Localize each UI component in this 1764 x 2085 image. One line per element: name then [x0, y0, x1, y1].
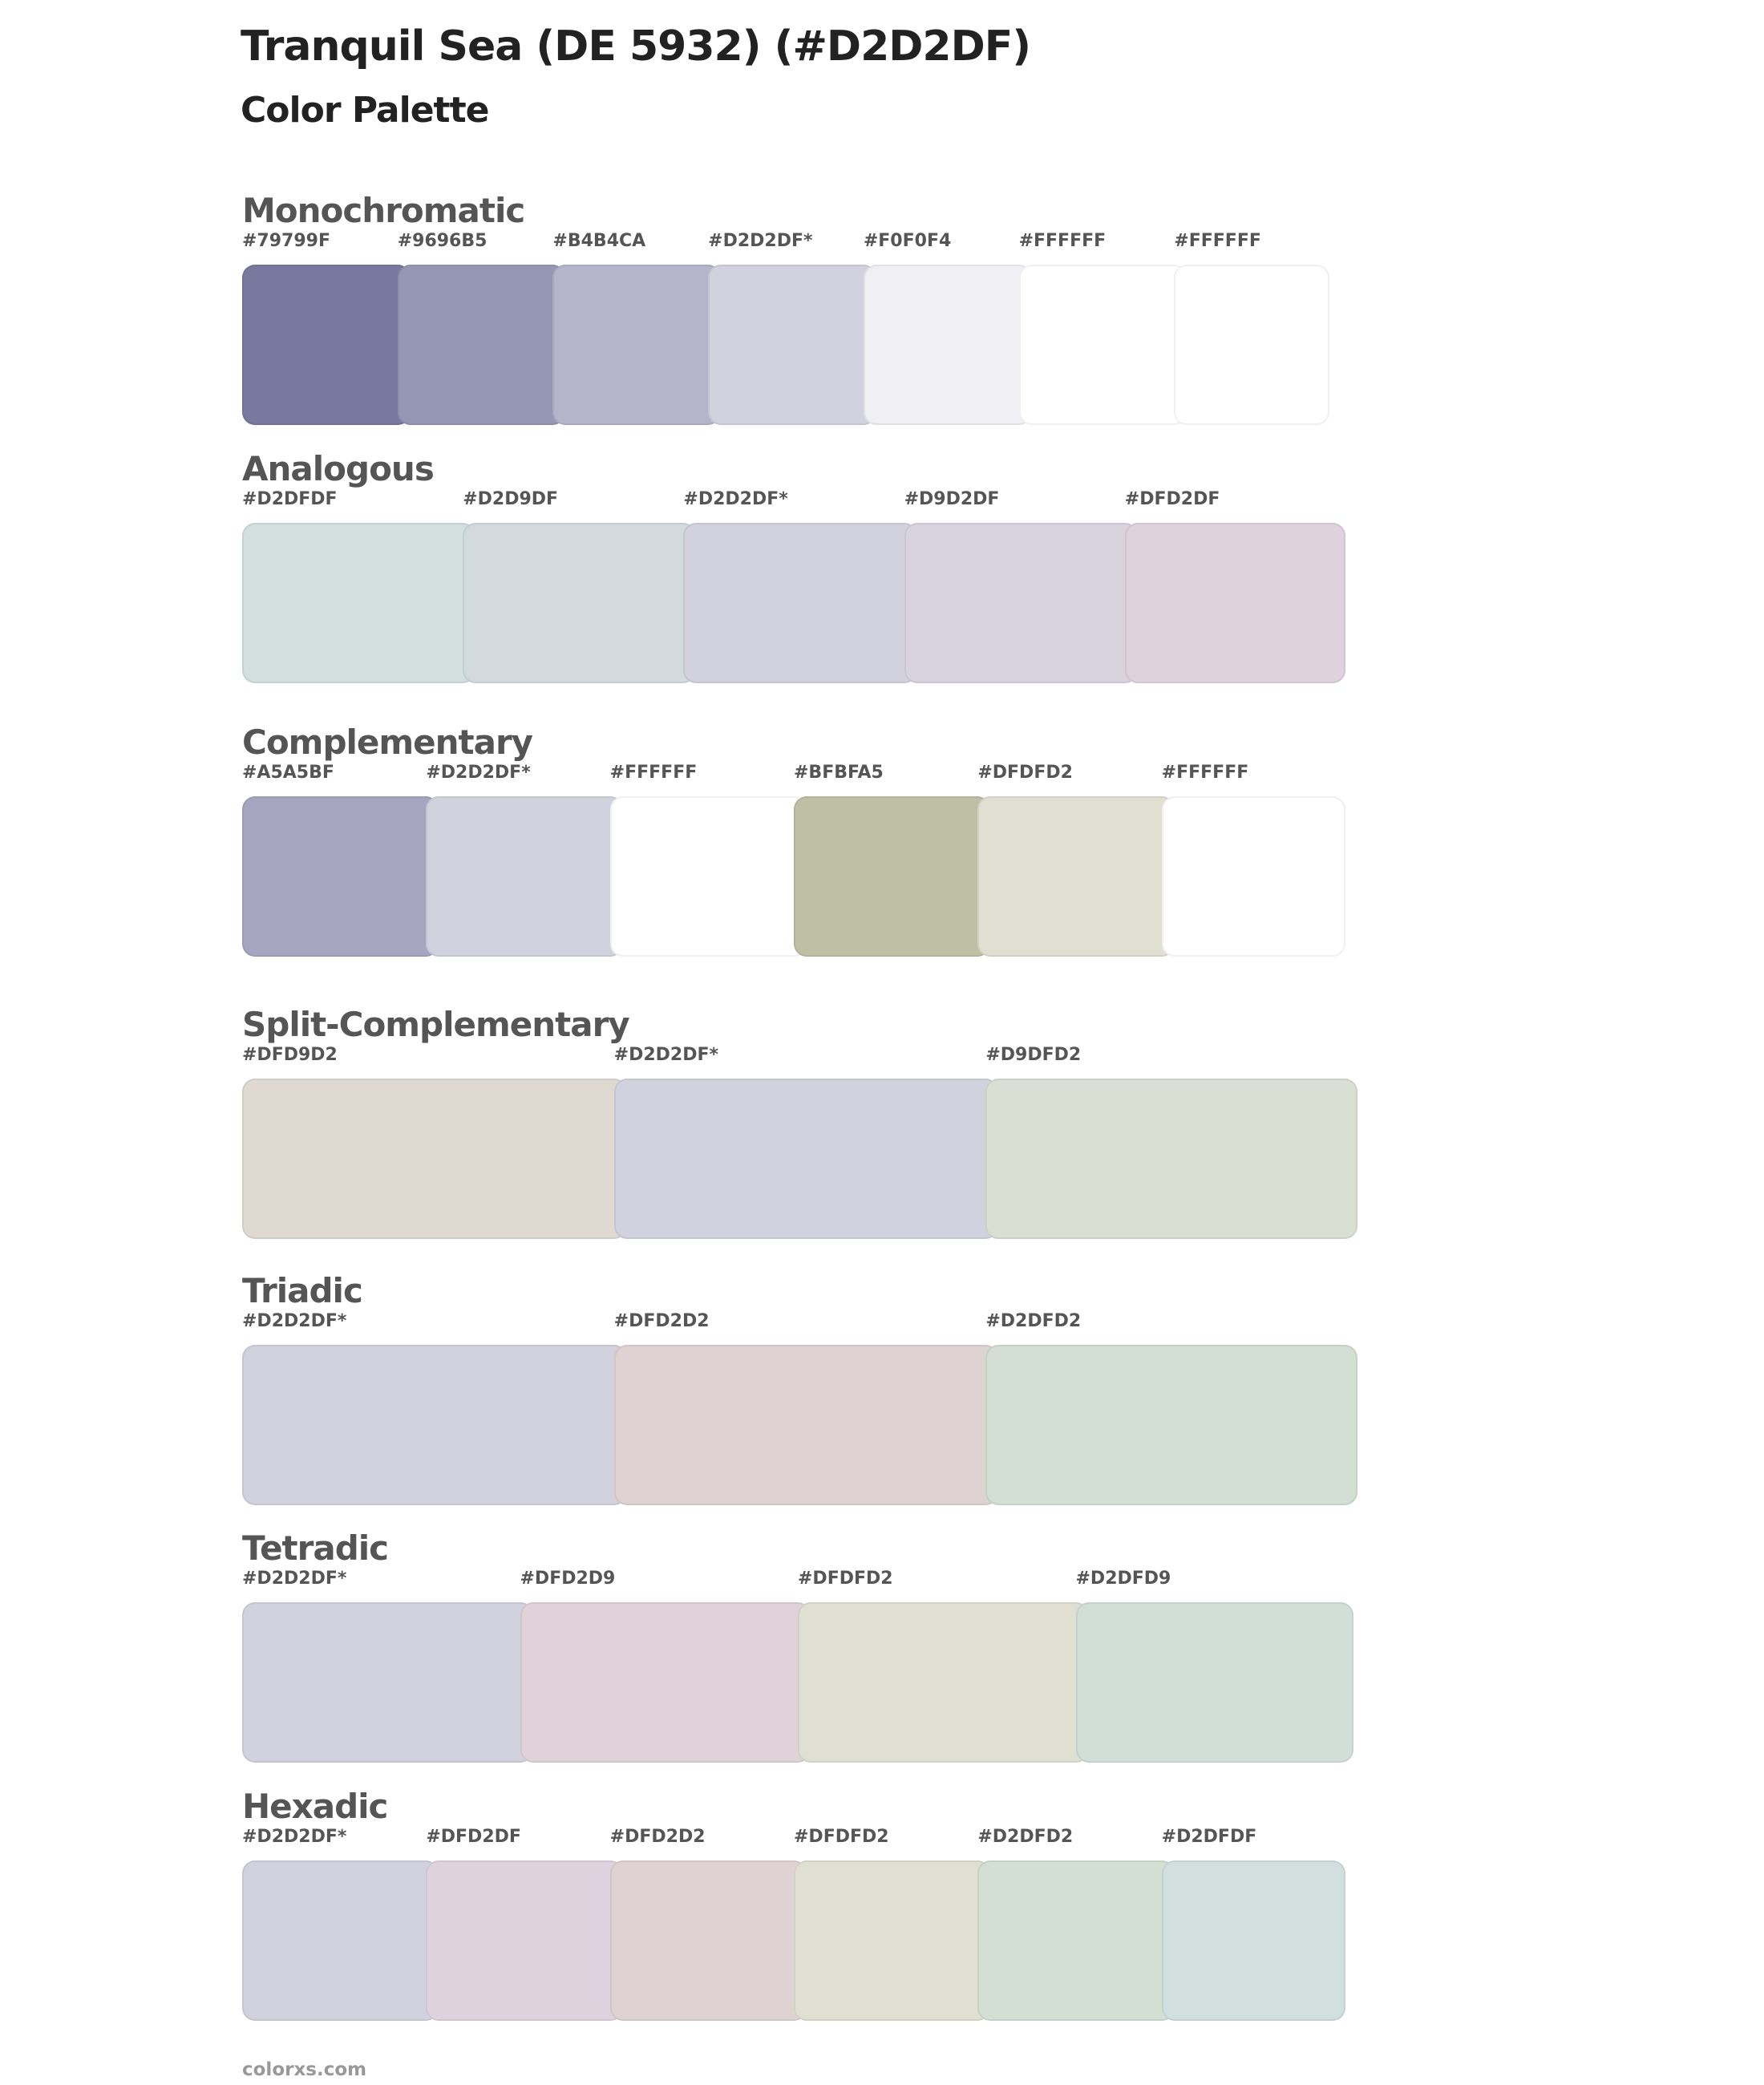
color-swatch[interactable]: [863, 265, 1032, 425]
swatch-row: [242, 265, 1329, 425]
color-swatch[interactable]: [613, 1345, 999, 1505]
swatch-row: [242, 1860, 1345, 2021]
swatch-row: [242, 796, 1345, 957]
swatch-label: #D2DFD2: [977, 1827, 1074, 1847]
swatch-label: #DFD9D2: [242, 1045, 338, 1065]
color-swatch[interactable]: [977, 796, 1175, 957]
color-swatch[interactable]: [985, 1079, 1357, 1239]
section-heading: Triadic: [242, 1271, 363, 1310]
color-swatch[interactable]: [463, 523, 697, 683]
swatch-label: #D2D2DF*: [683, 489, 788, 509]
swatch-label: #FFFFFF: [1174, 231, 1261, 251]
color-swatch[interactable]: [426, 1860, 623, 2021]
palette-section-split-complementary: Split-Complementary #DFD9D2 #D2D2DF* #D9DFD…: [242, 1005, 1357, 1239]
swatch-label: #D2D2DF*: [426, 763, 531, 783]
swatch-row: [242, 1079, 1357, 1239]
color-swatch[interactable]: [798, 1602, 1089, 1763]
site-link[interactable]: colorxs.com: [242, 2059, 367, 2080]
swatch-label: #D2D2DF*: [242, 1827, 347, 1847]
color-swatch[interactable]: [794, 1860, 991, 2021]
swatch-label: #D9DFD2: [985, 1045, 1082, 1065]
swatch-label: #DFDFD2: [798, 1569, 893, 1589]
swatch-label: #FFFFFF: [1161, 763, 1249, 783]
swatch-labels: #D2D2DF* #DFD2D9 #DFDFD2 #D2DFD9: [242, 1569, 1353, 1593]
section-heading: Complementary: [242, 723, 533, 762]
swatch-labels: #79799F #9696B5 #B4B4CA #D2D2DF* #F0F0F4 #FFF…: [242, 231, 1329, 255]
swatch-label: #F0F0F4: [863, 231, 952, 251]
color-swatch[interactable]: [242, 265, 411, 425]
color-swatch[interactable]: [426, 796, 623, 957]
swatch-label: #DFD2DF: [1124, 489, 1220, 509]
color-swatch[interactable]: [1161, 796, 1345, 957]
swatch-label: #DFD2DF: [426, 1827, 521, 1847]
color-swatch[interactable]: [242, 523, 476, 683]
swatch-label: #D2DFDF: [242, 489, 338, 509]
section-heading: Monochromatic: [242, 191, 525, 230]
swatch-label: #BFBFA5: [794, 763, 884, 783]
swatch-label: #D9D2DF: [904, 489, 1000, 509]
color-swatch[interactable]: [683, 523, 917, 683]
color-swatch[interactable]: [708, 265, 876, 425]
page-title: Tranquil Sea (DE 5932) (#D2D2DF): [241, 22, 1031, 71]
swatch-label: #D2DFDF: [1161, 1827, 1257, 1847]
color-swatch[interactable]: [613, 1079, 999, 1239]
palette-section-triadic: Triadic #D2D2DF* #DFD2D2 #D2DFD2: [242, 1271, 1357, 1505]
swatch-label: #D2DFD2: [985, 1311, 1082, 1331]
swatch-label: #A5A5BF: [242, 763, 334, 783]
swatch-label: #DFD2D2: [613, 1311, 710, 1331]
swatch-labels: #DFD9D2 #D2D2DF* #D9DFD2: [242, 1045, 1357, 1069]
swatch-label: #D2D2DF*: [242, 1569, 347, 1589]
swatch-row: [242, 1602, 1353, 1763]
swatch-label: #D2D9DF: [463, 489, 559, 509]
color-swatch[interactable]: [242, 796, 439, 957]
swatch-label: #D2DFD9: [1075, 1569, 1171, 1589]
color-swatch[interactable]: [609, 1860, 807, 2021]
color-swatch[interactable]: [552, 265, 722, 425]
swatch-label: #B4B4CA: [552, 231, 646, 251]
swatch-label: #FFFFFF: [1018, 231, 1107, 251]
color-swatch[interactable]: [242, 1860, 439, 2021]
page-subtitle: Color Palette: [241, 90, 489, 131]
swatch-row: [242, 523, 1345, 683]
swatch-label: #9696B5: [397, 231, 488, 251]
color-swatch[interactable]: [1174, 265, 1329, 425]
color-swatch[interactable]: [242, 1602, 533, 1763]
section-heading: Analogous: [242, 449, 435, 488]
swatch-label: #D2D2DF*: [613, 1045, 719, 1065]
palette-section-monochromatic: Monochromatic #79799F #9696B5 #B4B4CA #D2D2D…: [242, 191, 1329, 425]
palette-section-hexadic: Hexadic #D2D2DF* #DFD2DF #DFD2D2 #DFDFD2 #D2D…: [242, 1787, 1345, 2021]
palette-section-complementary: Complementary #A5A5BF #D2D2DF* #FFFFFF #BFBF…: [242, 723, 1345, 957]
swatch-labels: #D2D2DF* #DFD2DF #DFD2D2 #DFDFD2 #D2DFD2 #D2D…: [242, 1827, 1345, 1851]
swatch-label: #DFDFD2: [977, 763, 1073, 783]
swatch-labels: #D2D2DF* #DFD2D2 #D2DFD2: [242, 1311, 1357, 1335]
swatch-label: #DFD2D2: [609, 1827, 706, 1847]
swatch-label: #D2D2DF*: [242, 1311, 347, 1331]
color-swatch[interactable]: [794, 796, 991, 957]
color-swatch[interactable]: [985, 1345, 1357, 1505]
section-heading: Tetradic: [242, 1528, 389, 1568]
color-swatch[interactable]: [1075, 1602, 1353, 1763]
section-heading: Split-Complementary: [242, 1005, 630, 1044]
color-swatch[interactable]: [977, 1860, 1175, 2021]
color-swatch[interactable]: [609, 796, 807, 957]
palette-section-tetradic: Tetradic #D2D2DF* #DFD2D9 #DFDFD2 #D2DFD9: [242, 1528, 1353, 1763]
color-swatch[interactable]: [242, 1079, 627, 1239]
swatch-labels: #A5A5BF #D2D2DF* #FFFFFF #BFBFA5 #DFDFD2 #FFF…: [242, 763, 1345, 787]
swatch-label: #DFD2D9: [520, 1569, 616, 1589]
color-swatch[interactable]: [520, 1602, 811, 1763]
color-swatch[interactable]: [1018, 265, 1187, 425]
swatch-label: #FFFFFF: [609, 763, 698, 783]
section-heading: Hexadic: [242, 1787, 388, 1826]
swatch-label: #79799F: [242, 231, 330, 251]
swatch-label: #DFDFD2: [794, 1827, 889, 1847]
color-swatch[interactable]: [1124, 523, 1345, 683]
palette-section-analogous: Analogous #D2DFDF #D2D9DF #D2D2DF* #D9D2DF #D…: [242, 449, 1345, 683]
swatch-labels: #D2DFDF #D2D9DF #D2D2DF* #D9D2DF #DFD2DF: [242, 489, 1345, 513]
color-swatch[interactable]: [397, 265, 566, 425]
swatch-row: [242, 1345, 1357, 1505]
swatch-label: #D2D2DF*: [708, 231, 813, 251]
color-swatch[interactable]: [904, 523, 1138, 683]
color-swatch[interactable]: [242, 1345, 627, 1505]
color-swatch[interactable]: [1161, 1860, 1345, 2021]
